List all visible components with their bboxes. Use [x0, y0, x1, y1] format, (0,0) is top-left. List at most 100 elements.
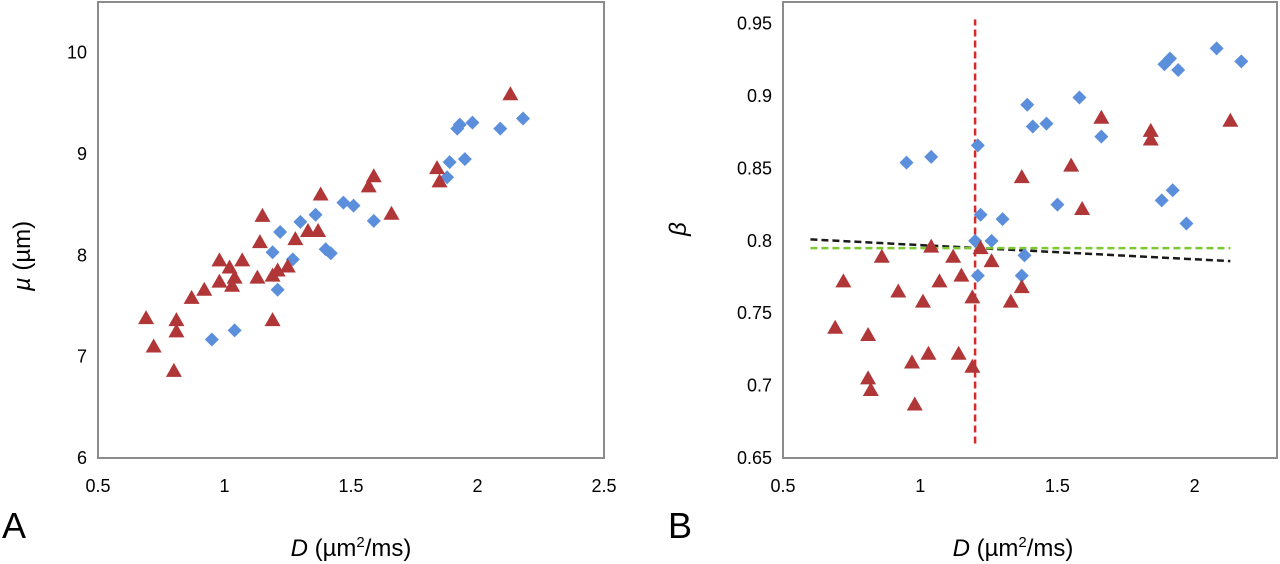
panel-b-diamond-point: [1171, 63, 1186, 78]
panel-a-x-tick-label: 0.5: [85, 476, 110, 496]
panel-a-triangle-point: [211, 273, 228, 288]
panel-b-triangle-point: [923, 238, 940, 253]
panel-b-triangle-point: [890, 283, 907, 298]
panel-b-triangle-point: [983, 253, 1000, 268]
panel-a-letter: A: [2, 505, 26, 546]
panel-b-chart: 0.5 1 1.5 2 0.65 0.7 0.75 0.8 0.85 0.9 0.95 D (µm2…: [665, 1, 1278, 562]
panel-a-triangle-point: [145, 338, 162, 353]
panel-a-triangle-point: [196, 281, 213, 296]
panel-a-triangle-point: [269, 262, 286, 277]
panel-b-diamond-point: [899, 155, 914, 170]
panel-b-diamond-point: [973, 207, 988, 222]
panel-b-diamond-point: [1165, 183, 1180, 198]
panel-b-triangle-point: [860, 370, 877, 385]
panel-b-diamond-point: [970, 268, 985, 283]
panel-b-diamond-point: [1017, 248, 1032, 263]
panel-a-diamond-point: [336, 195, 351, 210]
panel-a-diamond-point: [273, 225, 288, 240]
panel-b-diamond-point: [1234, 54, 1249, 69]
panel-b-triangle-point: [1074, 201, 1091, 216]
panel-a-y-tick-label: 8: [77, 245, 87, 265]
panel-b-diamond-point: [984, 233, 999, 248]
panel-a-y-tick-label: 10: [67, 43, 87, 63]
panel-b-triangle-point: [827, 319, 844, 334]
panel-b-reference-lines: [810, 19, 1231, 444]
panel-b-triangle-point: [873, 248, 890, 263]
panel-b-triangle-point: [903, 354, 920, 369]
panel-a-y-tick-label: 7: [77, 347, 87, 367]
panel-b-x-tick-label: 1.5: [1045, 476, 1070, 496]
panel-a-diamond-point: [493, 121, 508, 136]
panel-b-y-axis-label: β: [665, 222, 692, 237]
panel-a-points: [138, 86, 531, 377]
panel-a-x-tick-label: 1: [219, 476, 229, 496]
panel-a-diamond-point: [293, 214, 308, 229]
panel-b-y-tick-label: 0.95: [737, 14, 772, 34]
panel-a-triangle-point: [299, 223, 316, 238]
panel-a-diamond-point: [442, 155, 457, 170]
panel-a-triangle-point: [165, 362, 182, 377]
panel-a-triangle-point: [383, 205, 400, 220]
panel-a-triangle-point: [211, 252, 228, 267]
panel-b-triangle-point: [1142, 131, 1159, 146]
panel-a-diamond-point: [465, 115, 480, 130]
panel-a-triangle-point: [287, 231, 304, 246]
panel-b-triangle-point: [862, 381, 879, 396]
panel-a-y-tick-label: 6: [77, 448, 87, 468]
panel-b-triangle-point: [1063, 157, 1080, 172]
panel-b-diamond-point: [1050, 197, 1065, 212]
panel-a-diamond-point: [323, 246, 338, 261]
panel-b-triangle-point: [931, 273, 948, 288]
panel-a-diamond-point: [265, 245, 280, 260]
panel-a-chart: 0.5 1 1.5 2 2.5 6 7 8 9 10 D (µm2/ms) µ (µm) A: [2, 1, 617, 562]
panel-b-triangle-point: [950, 345, 967, 360]
panel-a-triangle-point: [502, 86, 519, 101]
panel-a-triangle-point: [429, 160, 446, 175]
panel-a-diamond-point: [516, 111, 531, 126]
panel-a-x-tick-label: 1.5: [338, 476, 363, 496]
panel-a-ticks: 0.5 1 1.5 2 2.5 6 7 8 9 10: [67, 43, 617, 496]
panel-a-triangle-point: [431, 173, 448, 188]
panel-b-diamond-point: [1039, 116, 1054, 131]
panel-a-triangle-point: [264, 312, 281, 327]
panel-b-diamond-point: [1020, 97, 1035, 112]
panel-a-triangle-point: [251, 234, 268, 249]
panel-b-triangle-point: [964, 289, 981, 304]
panel-a-y-axis-label: µ (µm): [9, 221, 36, 292]
panel-b-letter: B: [668, 505, 692, 546]
panel-a-diamond-point: [366, 213, 381, 228]
panel-b-diamond-point: [1025, 119, 1040, 134]
panel-b-x-tick-label: 1: [915, 476, 925, 496]
panel-b-diamond-point: [1072, 90, 1087, 105]
panel-b-triangle-point: [1013, 279, 1030, 294]
panel-a-diamond-point: [227, 323, 242, 338]
panel-a-x-axis-label: D (µm2/ms): [291, 534, 412, 562]
panel-b-y-tick-label: 0.9: [747, 86, 772, 106]
panel-b-diamond-point: [1162, 51, 1177, 66]
panel-a-diamond-point: [308, 207, 323, 222]
panel-b-diamond-point: [1179, 216, 1194, 231]
panel-b-diamond-point: [1154, 193, 1169, 208]
panel-a-y-tick-label: 9: [77, 144, 87, 164]
panel-a-triangle-point: [138, 310, 155, 325]
panel-a-triangle-point: [168, 312, 185, 327]
panel-b-diamond-point: [924, 149, 939, 164]
panel-b-triangle-point: [1093, 109, 1110, 124]
panel-b-triangle-point: [1142, 122, 1159, 137]
panel-b-y-tick-label: 0.8: [747, 231, 772, 251]
panel-b-y-tick-label: 0.7: [747, 376, 772, 396]
panel-b-triangle-point: [920, 345, 937, 360]
panel-b-diamond-point: [970, 138, 985, 153]
panel-b-triangle-point: [914, 293, 931, 308]
panel-a-diamond-point: [270, 282, 285, 297]
panel-a-triangle-point: [224, 277, 241, 292]
panel-b-triangle-point: [860, 326, 877, 341]
panel-b-triangle-point: [945, 248, 962, 263]
panel-b-y-tick-label: 0.85: [737, 158, 772, 178]
panel-b-triangle-point: [964, 358, 981, 373]
panel-b-points: [827, 41, 1249, 411]
panel-a-triangle-point: [183, 289, 200, 304]
panel-b-triangle-point: [972, 240, 989, 255]
panel-a-triangle-point: [310, 223, 327, 238]
